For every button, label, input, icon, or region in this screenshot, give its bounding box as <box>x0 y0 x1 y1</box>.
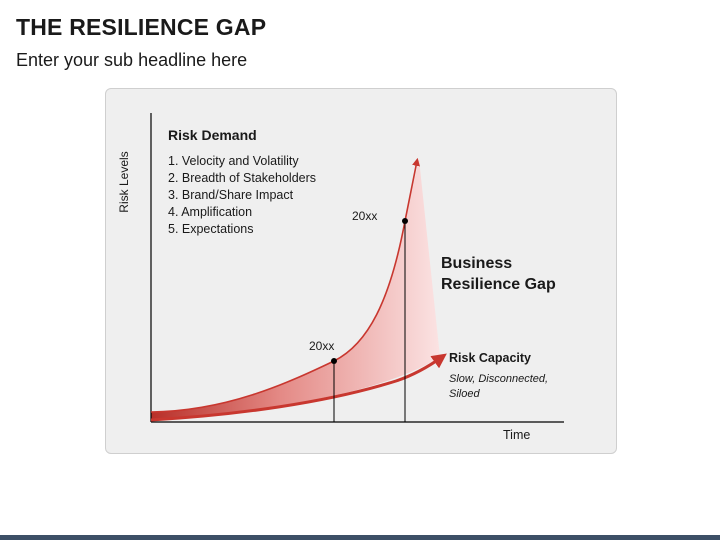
resilience-gap-diagram <box>150 113 564 423</box>
marker-point-2 <box>402 218 408 224</box>
y-axis-label-text: Risk Levels <box>117 151 131 213</box>
resilience-gap-label: Business Resilience Gap <box>441 253 581 295</box>
risk-demand-heading: Risk Demand <box>168 127 257 143</box>
risk-capacity-curve <box>150 353 447 422</box>
risk-demand-item: 5. Expectations <box>168 222 254 236</box>
risk-demand-list: 1. Velocity and Volatility 2. Breadth of… <box>168 153 316 238</box>
risk-demand-item: 1. Velocity and Volatility <box>168 154 299 168</box>
marker-point-1 <box>331 358 337 364</box>
risk-capacity-heading: Risk Capacity <box>449 351 531 365</box>
resilience-gap-area <box>151 159 440 420</box>
slide-title: THE RESILIENCE GAP <box>16 14 267 40</box>
resilience-gap-label-line1: Business <box>441 255 513 272</box>
risk-demand-item: 3. Brand/Share Impact <box>168 188 294 202</box>
y-axis-label: Risk Levels <box>116 147 131 227</box>
risk-capacity-description-line1: Slow, Disconnected, <box>449 373 549 385</box>
risk-demand-item: 2. Breadth of Stakeholders <box>168 171 317 185</box>
footer-bar <box>0 535 720 540</box>
risk-capacity-description-line2: Siloed <box>449 388 480 400</box>
diagram-panel: Risk Levels Risk Demand 1. Velocity and … <box>105 88 617 454</box>
risk-capacity-description: Slow, Disconnected, Siloed <box>449 372 569 402</box>
risk-demand-item: 4. Amplification <box>168 205 253 219</box>
resilience-gap-label-line2: Resilience Gap <box>441 276 556 293</box>
x-axis-label: Time <box>503 428 531 442</box>
marker-label-1: 20xx <box>309 339 335 353</box>
slide-subtitle: Enter your sub headline here <box>16 50 248 70</box>
marker-label-2: 20xx <box>352 209 378 223</box>
